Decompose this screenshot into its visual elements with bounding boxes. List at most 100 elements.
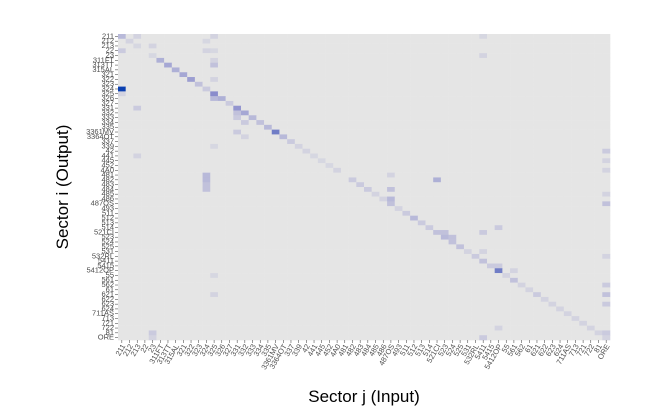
- cell: [156, 148, 165, 154]
- cell: [433, 163, 442, 169]
- cell: [287, 38, 296, 44]
- cell: [271, 215, 280, 221]
- cell: [256, 330, 265, 336]
- cell: [525, 115, 534, 121]
- cell: [525, 282, 534, 288]
- cell: [148, 115, 157, 121]
- cell: [171, 86, 180, 92]
- cell: [156, 253, 165, 260]
- cell: [325, 220, 334, 226]
- cell: [556, 230, 565, 236]
- cell: [333, 81, 342, 87]
- cell: [187, 81, 196, 87]
- cell: [563, 62, 572, 68]
- cell: [256, 143, 265, 150]
- cell: [233, 335, 242, 341]
- cell: [317, 263, 326, 269]
- cell: [179, 330, 188, 336]
- cell: [494, 263, 503, 269]
- cell: [156, 163, 165, 169]
- cell: [340, 34, 349, 40]
- cell: [456, 167, 465, 173]
- cell: [133, 287, 142, 293]
- cell: [487, 163, 495, 169]
- cell: [171, 234, 180, 240]
- cell: [364, 206, 372, 212]
- cell: [217, 239, 226, 245]
- cell: [202, 268, 211, 274]
- cell: [533, 249, 542, 255]
- cell: [440, 215, 449, 221]
- cell: [179, 301, 188, 307]
- cell: [579, 139, 588, 145]
- cell: [517, 335, 526, 341]
- cell: [487, 182, 495, 188]
- cell: [164, 220, 173, 226]
- cell: [310, 230, 319, 236]
- cell: [548, 287, 557, 293]
- cell: [348, 182, 357, 188]
- cell: [410, 100, 419, 107]
- cell: [217, 62, 226, 68]
- cell: [410, 287, 419, 293]
- cell: [448, 72, 457, 78]
- cell: [556, 210, 565, 216]
- cell: [448, 62, 457, 68]
- cell: [540, 196, 549, 202]
- cell: [556, 301, 565, 307]
- cell: [271, 182, 280, 188]
- y-tick-label: 315AL: [92, 65, 114, 74]
- cell: [133, 234, 142, 240]
- cell: [463, 143, 472, 150]
- cell: [194, 57, 203, 63]
- cell: [302, 62, 311, 68]
- cell: [210, 292, 219, 298]
- cell: [202, 311, 211, 317]
- cell: [594, 325, 603, 331]
- cell: [494, 215, 503, 221]
- y-tick-label: 327: [101, 98, 114, 107]
- cell: [118, 81, 126, 87]
- cell: [594, 210, 603, 216]
- cell: [217, 177, 226, 183]
- cell: [487, 34, 495, 40]
- cell: [594, 167, 603, 173]
- cell: [348, 230, 357, 236]
- cell: [410, 335, 419, 341]
- cell: [333, 330, 342, 336]
- cell: [248, 306, 257, 312]
- cell: [164, 306, 173, 312]
- cell: [210, 48, 219, 54]
- cell: [194, 139, 203, 145]
- cell: [425, 215, 434, 221]
- cell: [333, 158, 342, 164]
- cell: [202, 72, 211, 78]
- cell: [471, 53, 480, 59]
- cell: [340, 196, 349, 202]
- cell: [364, 210, 372, 216]
- cell: [187, 277, 196, 283]
- cell: [202, 230, 211, 236]
- cell: [602, 306, 611, 312]
- cell: [310, 172, 319, 178]
- cell: [164, 43, 173, 49]
- cell: [387, 210, 396, 216]
- cell: [310, 81, 319, 87]
- cell: [248, 67, 257, 73]
- cell: [433, 282, 442, 288]
- cell: [510, 249, 519, 255]
- cell: [548, 34, 557, 40]
- cell: [394, 244, 403, 250]
- cell: [556, 57, 565, 63]
- cell: [340, 296, 349, 303]
- cell: [148, 316, 157, 322]
- cell: [487, 48, 495, 54]
- cell: [548, 96, 557, 102]
- cell: [471, 196, 480, 202]
- cell: [348, 34, 357, 40]
- cell: [586, 296, 595, 303]
- cell: [171, 91, 180, 97]
- cell: [202, 206, 211, 212]
- cell: [364, 134, 372, 140]
- cell: [310, 301, 319, 307]
